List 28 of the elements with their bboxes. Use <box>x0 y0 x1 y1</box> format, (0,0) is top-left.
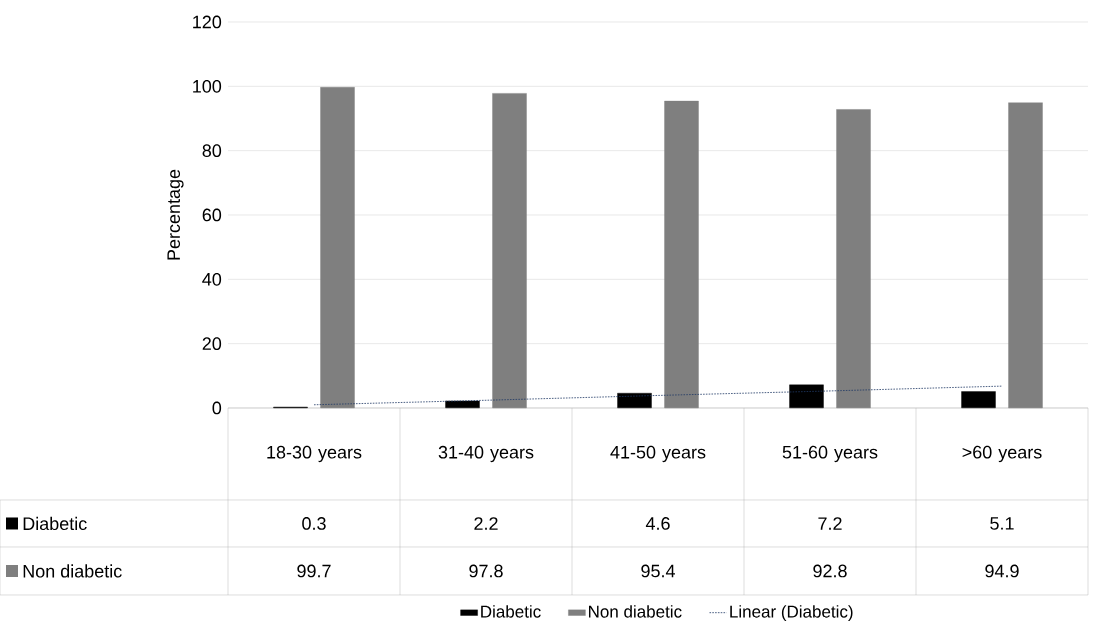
text: Non diabetic <box>23 564 122 578</box>
data-label: 94.9 <box>985 564 1019 578</box>
data-label: 95.4 <box>641 564 675 578</box>
y-tick-label: 60 <box>202 208 222 222</box>
data-label: 0.3 <box>302 517 326 530</box>
y-tick-label: 80 <box>202 144 222 158</box>
x-tick-label: 31-40 years <box>438 445 534 463</box>
y-tick-label: 20 <box>202 337 222 351</box>
x-tick-label: >60 years <box>962 445 1042 463</box>
x-tick-label: 51-60 years <box>782 445 878 463</box>
text: Diabetic <box>23 516 87 531</box>
legend-label: Non diabetic <box>589 605 682 618</box>
data-label: 2.2 <box>474 517 498 530</box>
data-label: 92.8 <box>813 564 847 578</box>
y-axis-title: Percentage <box>167 169 184 260</box>
data-label: 4.6 <box>645 517 670 530</box>
y-tick-label: 100 <box>193 79 222 93</box>
data-label: 97.8 <box>469 564 503 578</box>
legend-label: Linear (Diabetic) <box>730 605 853 622</box>
data-label: 99.7 <box>297 564 331 578</box>
legend-label: Diabetic <box>481 605 541 618</box>
data-label: 7.2 <box>818 517 842 530</box>
y-tick-label: 120 <box>193 15 222 29</box>
y-tick-label: 0 <box>212 401 222 415</box>
x-tick-label: 41-50 years <box>610 445 706 463</box>
x-tick-label: 18-30 years <box>267 445 362 463</box>
data-label: 5.1 <box>990 517 1014 530</box>
y-tick-label: 40 <box>202 272 222 286</box>
